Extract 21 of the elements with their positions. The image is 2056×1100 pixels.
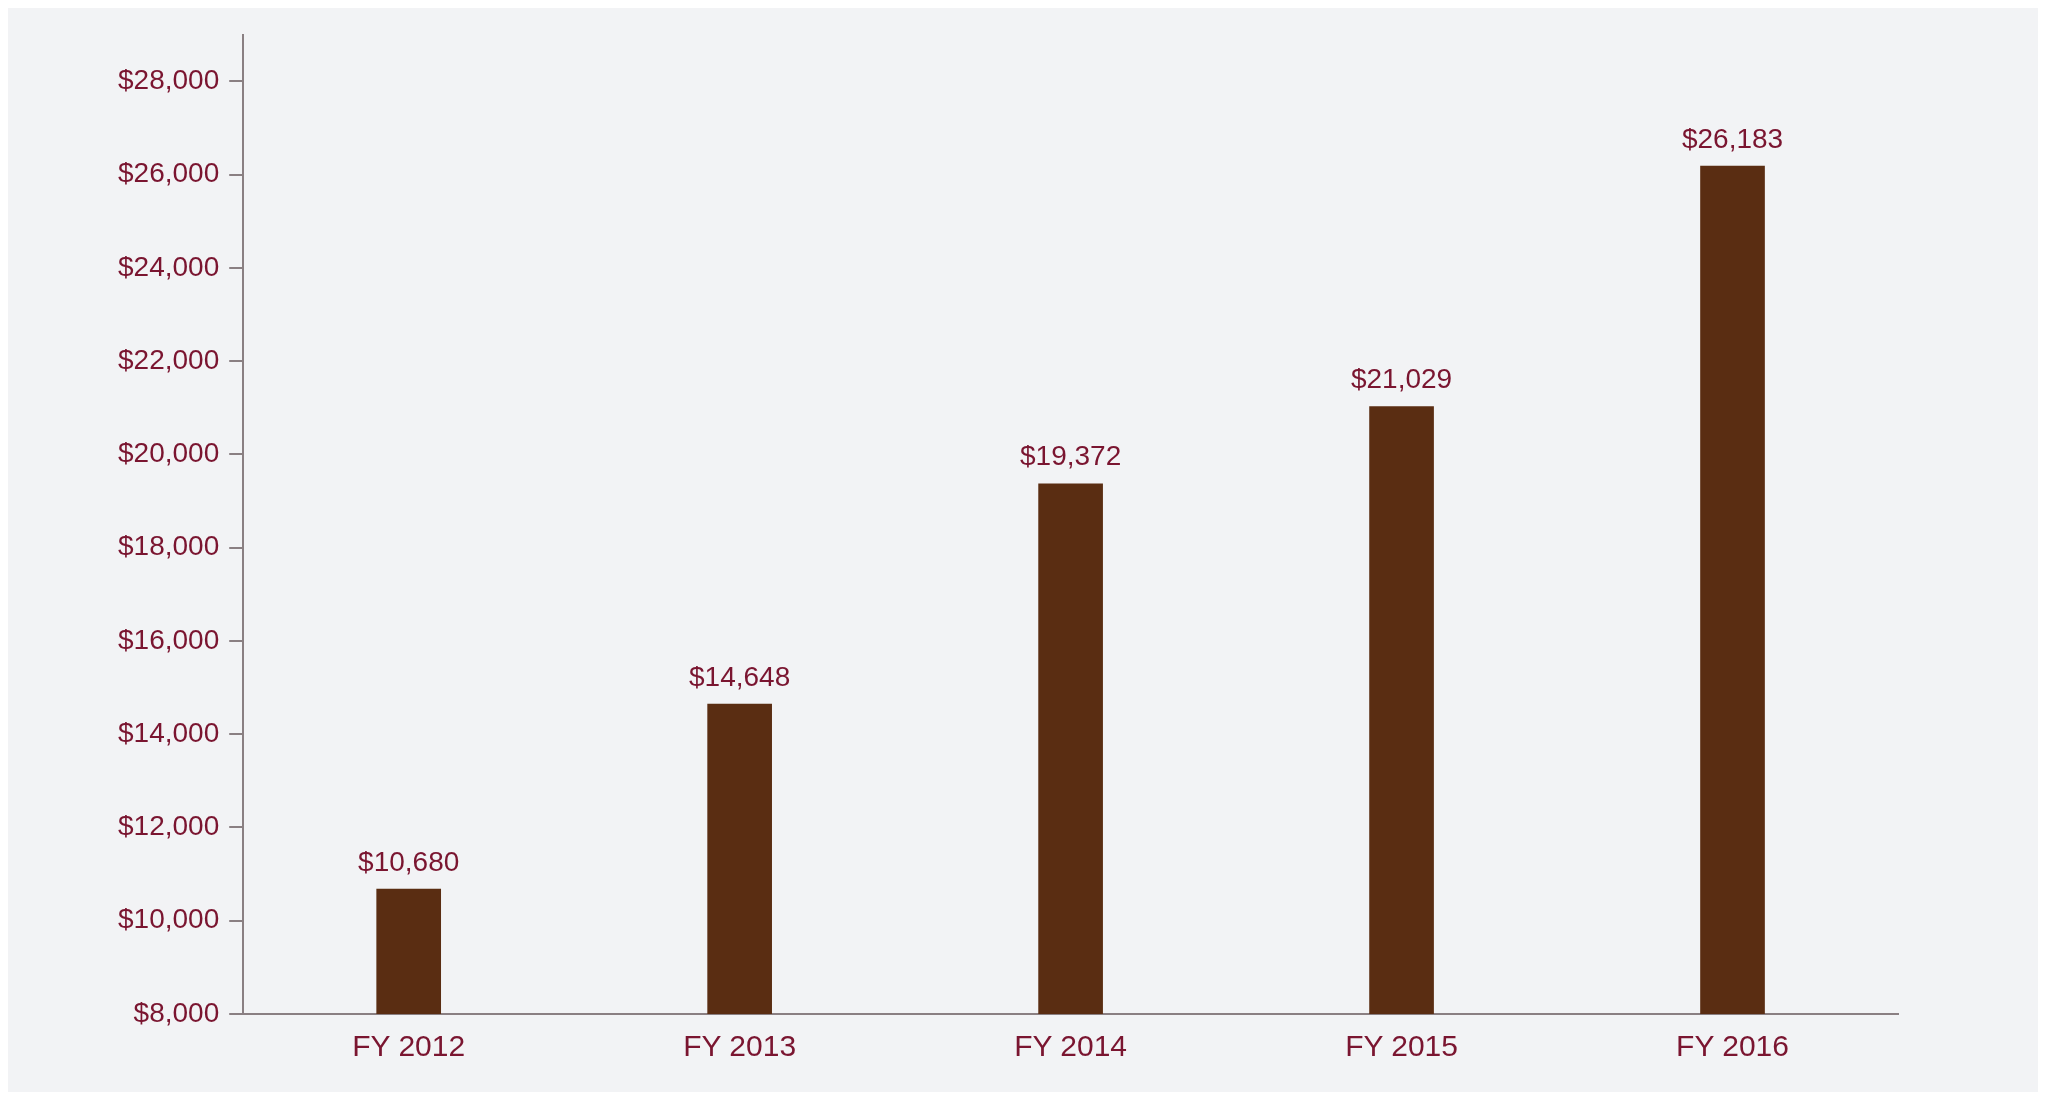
data-label: $10,680 bbox=[358, 845, 460, 877]
data-label: $14,648 bbox=[689, 660, 791, 692]
y-tick-label: $14,000 bbox=[117, 716, 220, 748]
y-tick-label: $26,000 bbox=[117, 157, 220, 189]
x-tick-label: FY 2015 bbox=[1345, 1029, 1458, 1063]
y-tick-label: $28,000 bbox=[117, 64, 220, 96]
y-tick-label: $22,000 bbox=[117, 343, 220, 375]
y-tick-label: $20,000 bbox=[117, 437, 220, 469]
y-tick-label: $8,000 bbox=[133, 996, 220, 1028]
y-tick-label: $10,000 bbox=[117, 903, 220, 935]
x-tick-label: FY 2013 bbox=[683, 1029, 797, 1063]
y-tick-label: $12,000 bbox=[117, 810, 220, 842]
x-tick-label: FY 2012 bbox=[352, 1029, 466, 1063]
x-tick-label: FY 2016 bbox=[1676, 1029, 1789, 1063]
data-label: $26,183 bbox=[1681, 122, 1784, 154]
y-tick-label: $24,000 bbox=[117, 250, 220, 282]
data-label: $19,372 bbox=[1020, 440, 1122, 472]
x-tick-label: FY 2014 bbox=[1014, 1029, 1128, 1063]
data-label: $21,029 bbox=[1350, 363, 1453, 395]
y-tick-label: $16,000 bbox=[117, 623, 220, 655]
y-tick-label: $18,000 bbox=[117, 530, 220, 562]
